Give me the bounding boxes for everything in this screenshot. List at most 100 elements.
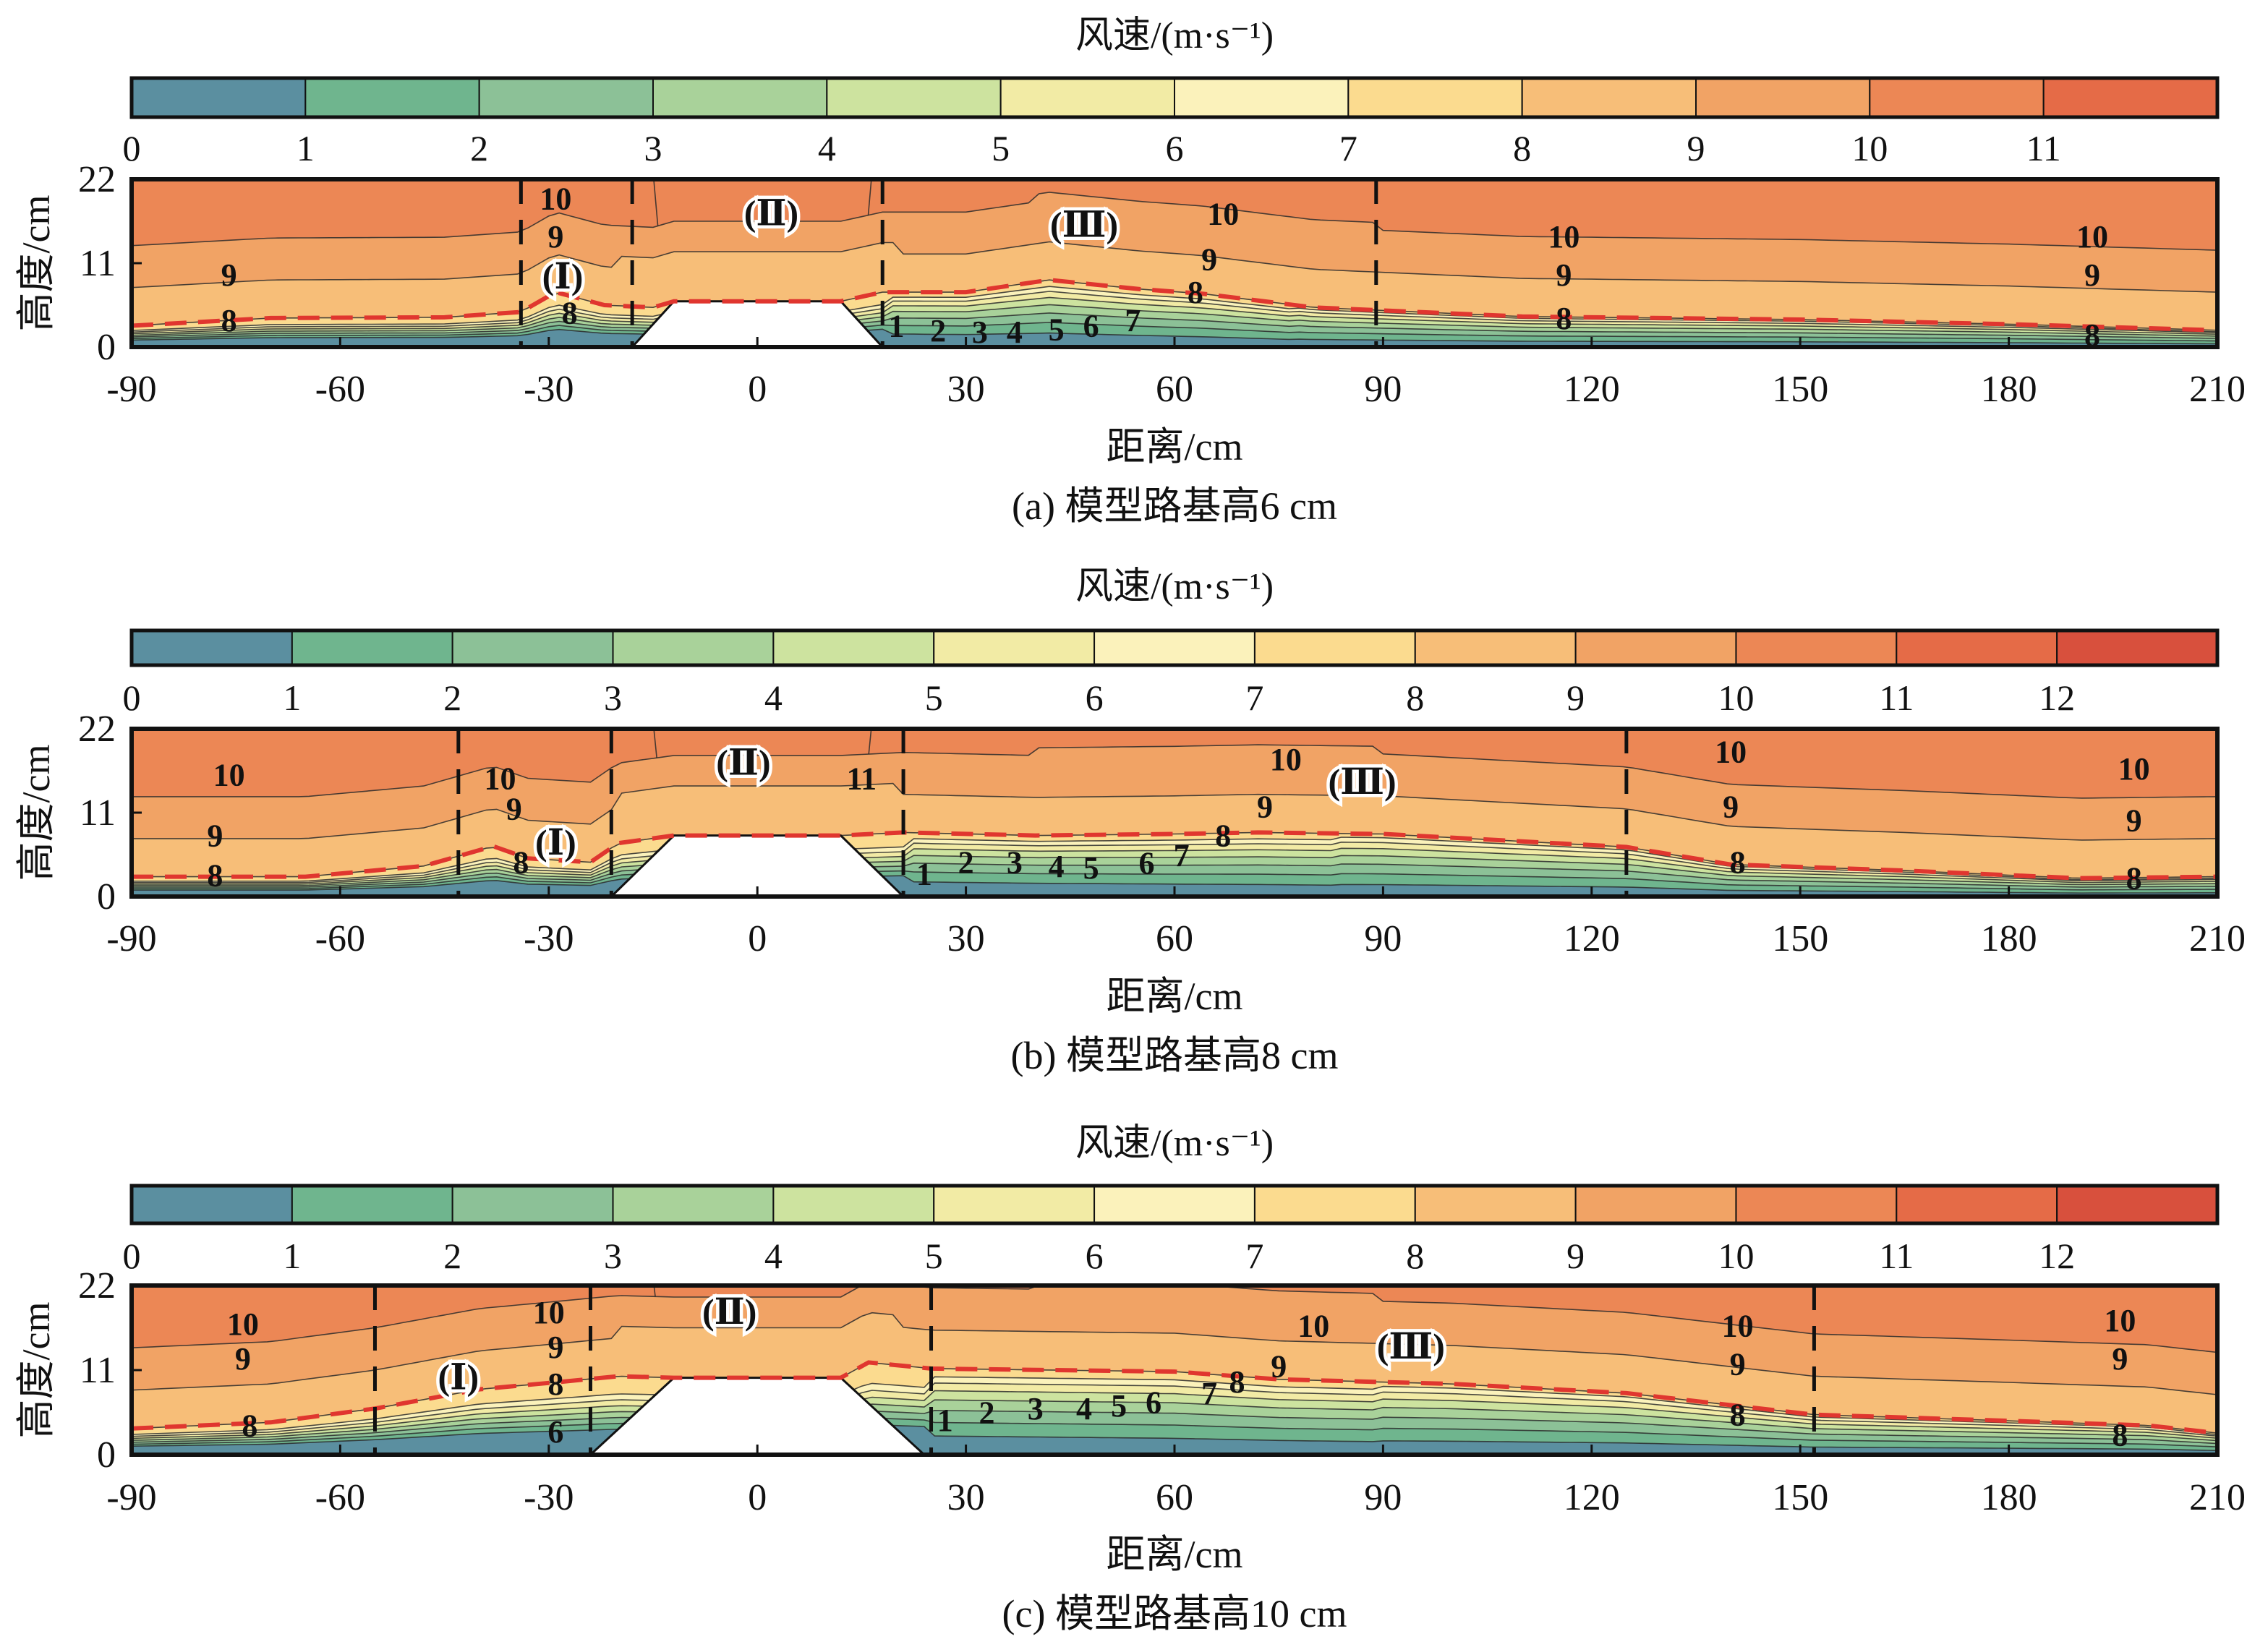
- colorbar-tick-label: 11: [1879, 677, 1914, 718]
- contour-label: 1: [937, 1403, 953, 1438]
- colorbar-band: [1094, 630, 1256, 666]
- contour-label: 10: [2118, 751, 2150, 787]
- contour-label: 6: [1146, 1385, 1161, 1421]
- contour-label: 5: [1083, 850, 1099, 886]
- contour-label: 3: [1028, 1391, 1044, 1426]
- contour-label: 10: [1207, 196, 1239, 231]
- colorbar-band: [652, 77, 828, 118]
- x-tick-label: 60: [1156, 918, 1193, 959]
- y-tick-label: 11: [80, 1350, 116, 1391]
- colorbar-band: [1521, 77, 1697, 118]
- region-label: (Ⅲ): [1328, 761, 1396, 802]
- colorbar-band: [304, 77, 480, 118]
- contour-label: 6: [547, 1414, 563, 1450]
- region-label: (Ⅲ): [1050, 204, 1118, 244]
- y-axis-label: 高度/cm: [14, 1302, 58, 1439]
- contour-label: 9: [547, 219, 563, 254]
- x-tick-label: 210: [2189, 369, 2246, 410]
- contour-label: 8: [562, 296, 578, 331]
- colorbar-band: [131, 630, 293, 666]
- colorbar-band: [1735, 1185, 1898, 1224]
- contour-label: 10: [1548, 219, 1580, 254]
- contour-label: 3: [1007, 845, 1023, 881]
- colorbar-band: [2042, 77, 2219, 118]
- panel-caption: (b) 模型路基高8 cm: [1011, 1034, 1339, 1077]
- contour-label: 9: [207, 818, 223, 854]
- colorbar-tick-label: 2: [470, 128, 488, 168]
- colorbar-band: [1347, 77, 1523, 118]
- x-axis-label: 距离/cm: [1107, 1533, 1243, 1576]
- colorbar-tick-label: 0: [123, 1236, 141, 1276]
- contour-label: 11: [847, 761, 877, 797]
- contour-label: 9: [1271, 1349, 1287, 1385]
- region-label: (Ⅰ): [542, 256, 584, 296]
- x-tick-label: 210: [2189, 1477, 2246, 1518]
- region-label: (Ⅱ): [702, 1291, 756, 1332]
- x-tick-label: -30: [524, 1477, 574, 1518]
- colorbar-band: [772, 630, 935, 666]
- colorbar-band: [826, 77, 1002, 118]
- contour-label: 8: [2084, 317, 2100, 353]
- contour-label: 7: [1201, 1376, 1217, 1411]
- contour-label: 10: [1297, 1308, 1329, 1343]
- colorbar-tick-label: 9: [1566, 1236, 1585, 1276]
- x-tick-label: -30: [524, 918, 574, 959]
- colorbar-tick-label: 3: [644, 128, 662, 168]
- contour-label: 2: [930, 313, 946, 348]
- x-tick-label: 180: [1981, 1477, 2037, 1518]
- x-tick-label: 180: [1981, 918, 2037, 959]
- colorbar-band: [1869, 77, 2045, 118]
- y-tick-label: 11: [80, 792, 116, 834]
- x-tick-label: 120: [1564, 918, 1620, 959]
- x-axis-label: 距离/cm: [1107, 975, 1243, 1018]
- contour-label: 9: [2084, 257, 2100, 293]
- colorbar-band: [131, 1185, 293, 1224]
- threshold-dashed-line: [132, 1360, 2217, 1436]
- contour-label: 8: [221, 303, 237, 338]
- y-tick-label: 22: [78, 159, 116, 200]
- colorbar-band: [1414, 1185, 1577, 1224]
- colorbar-band: [478, 77, 655, 118]
- colorbar-title: 风速/(m·s⁻¹): [1075, 15, 1274, 56]
- x-tick-label: -90: [106, 1477, 156, 1518]
- colorbar-band: [1253, 630, 1416, 666]
- contour-label: 8: [1229, 1364, 1245, 1400]
- x-tick-label: 120: [1564, 1477, 1620, 1518]
- contour-label: 5: [1049, 312, 1065, 348]
- contour-label: 6: [1139, 846, 1155, 881]
- x-tick-label: 0: [748, 369, 767, 410]
- contour-label: 4: [1049, 849, 1065, 884]
- x-tick-label: -60: [315, 1477, 365, 1518]
- contour-label: 8: [2126, 861, 2142, 897]
- x-tick-label: 60: [1156, 369, 1193, 410]
- contour-label: 9: [1723, 790, 1739, 825]
- colorbar-band: [612, 630, 775, 666]
- colorbar-band: [1174, 77, 1350, 118]
- colorbar-tick-label: 8: [1406, 1236, 1424, 1276]
- x-axis-label: 距离/cm: [1107, 425, 1243, 469]
- x-tick-label: 90: [1364, 918, 1402, 959]
- contour-label: 3: [972, 315, 988, 350]
- colorbar-tick-label: 9: [1687, 128, 1705, 168]
- colorbar-tick-label: 1: [283, 677, 301, 718]
- x-tick-label: -60: [315, 918, 365, 959]
- x-tick-label: 60: [1156, 1477, 1193, 1518]
- panel-caption: (c) 模型路基高10 cm: [1002, 1592, 1347, 1635]
- contour-label: 10: [2076, 219, 2108, 254]
- region-label: (Ⅰ): [535, 822, 576, 863]
- colorbar-tick-label: 2: [443, 677, 461, 718]
- contour-label: 9: [1201, 242, 1217, 278]
- y-tick-label: 22: [78, 709, 116, 750]
- contour-label: 10: [533, 1295, 565, 1330]
- x-tick-label: 90: [1364, 369, 1402, 410]
- contour-label: 7: [1125, 303, 1141, 338]
- colorbar-tick-label: 3: [604, 1236, 622, 1276]
- contour-label: 2: [979, 1395, 994, 1431]
- contour-label: 9: [1257, 790, 1273, 825]
- contour-label: 9: [2126, 803, 2142, 839]
- contour-label: 10: [1722, 1308, 1754, 1343]
- contour-label: 8: [1730, 1398, 1746, 1433]
